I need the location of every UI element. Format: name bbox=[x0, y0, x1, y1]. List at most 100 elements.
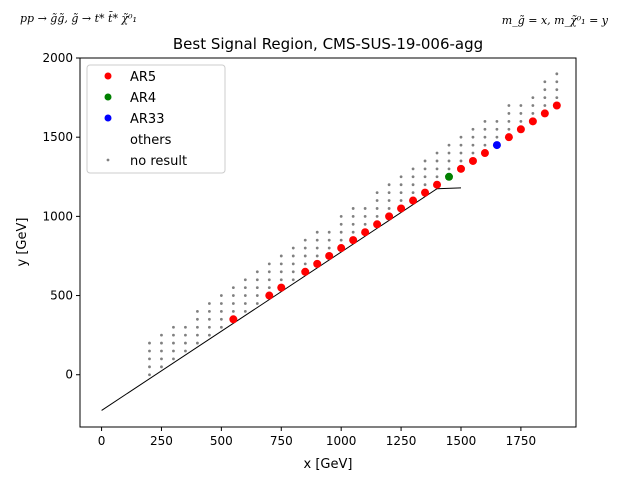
legend-marker-ar4 bbox=[104, 93, 112, 101]
no-result-point bbox=[327, 238, 331, 242]
no-result-point bbox=[327, 230, 331, 234]
point-ar5 bbox=[385, 212, 394, 221]
no-result-point bbox=[363, 222, 367, 226]
x-tick-label: 1500 bbox=[446, 434, 477, 448]
no-result-point bbox=[148, 357, 151, 361]
point-ar5 bbox=[301, 267, 310, 276]
x-tick-label: 250 bbox=[150, 434, 173, 448]
no-result-point bbox=[447, 151, 451, 155]
point-ar5 bbox=[349, 236, 358, 245]
no-result-point bbox=[399, 175, 403, 179]
no-result-point bbox=[160, 349, 163, 353]
no-result-point bbox=[231, 309, 235, 313]
x-tick-label: 1750 bbox=[506, 434, 537, 448]
no-result-point bbox=[351, 214, 355, 218]
no-result-point bbox=[184, 349, 187, 353]
no-result-point bbox=[231, 294, 235, 297]
plot-content bbox=[101, 72, 561, 411]
no-result-point bbox=[555, 96, 559, 99]
x-axis-ticks: 0 250 500 750 1000 1250 1500 1750 bbox=[98, 427, 536, 448]
point-ar5 bbox=[229, 315, 238, 324]
legend-marker-ar33 bbox=[104, 114, 112, 122]
no-result-point bbox=[471, 143, 475, 147]
no-result-point bbox=[172, 349, 175, 353]
no-result-point bbox=[483, 135, 487, 139]
no-result-point bbox=[303, 262, 307, 266]
no-result-point bbox=[184, 333, 187, 337]
x-axis-label: x [GeV] bbox=[304, 457, 353, 472]
no-result-point bbox=[267, 270, 271, 274]
no-result-point bbox=[243, 309, 247, 313]
no-result-point bbox=[423, 175, 427, 179]
y-axis-ticks: 0 500 1000 1500 2000 bbox=[42, 51, 80, 382]
y-tick-label: 1500 bbox=[42, 130, 73, 144]
no-result-point bbox=[483, 119, 487, 123]
no-result-point bbox=[399, 199, 403, 202]
no-result-point bbox=[255, 278, 259, 282]
point-ar5 bbox=[528, 117, 537, 126]
no-result-point bbox=[172, 333, 175, 337]
no-result-point bbox=[543, 88, 547, 92]
no-result-point bbox=[148, 349, 151, 353]
no-result-point bbox=[148, 365, 151, 369]
no-result-point bbox=[303, 246, 307, 250]
y-tick-label: 2000 bbox=[42, 51, 73, 65]
no-result-point bbox=[291, 278, 295, 282]
no-result-point bbox=[543, 104, 547, 107]
no-result-point bbox=[339, 238, 343, 242]
no-result-point bbox=[375, 207, 379, 210]
no-result-point bbox=[375, 191, 379, 195]
point-ar5 bbox=[337, 244, 346, 253]
no-result-point bbox=[375, 199, 379, 202]
no-result-point bbox=[531, 104, 535, 107]
no-result-point bbox=[267, 262, 271, 266]
point-ar5 bbox=[361, 228, 370, 237]
no-result-point bbox=[543, 80, 547, 84]
no-result-point bbox=[555, 72, 559, 76]
no-result-point bbox=[327, 246, 331, 250]
no-result-point bbox=[291, 270, 295, 274]
no-result-point bbox=[207, 302, 211, 305]
no-result-point bbox=[255, 302, 259, 305]
no-result-point bbox=[267, 278, 271, 282]
no-result-point bbox=[435, 167, 439, 171]
no-result-point bbox=[459, 143, 463, 147]
no-result-point bbox=[351, 222, 355, 226]
no-result-point bbox=[423, 159, 427, 163]
point-ar5 bbox=[468, 156, 477, 165]
y-tick-label: 0 bbox=[65, 368, 73, 382]
no-result-point bbox=[507, 112, 511, 115]
no-result-point bbox=[255, 294, 259, 297]
no-result-point bbox=[315, 238, 319, 242]
no-result-point bbox=[219, 302, 223, 305]
legend-marker-no-result bbox=[106, 158, 110, 162]
point-ar5 bbox=[325, 251, 334, 260]
no-result-point bbox=[339, 214, 343, 218]
point-ar5 bbox=[456, 164, 465, 173]
point-ar33 bbox=[492, 141, 501, 150]
no-result-point bbox=[231, 286, 235, 290]
no-result-point bbox=[172, 341, 175, 345]
no-result-point bbox=[291, 254, 295, 258]
plot-frame bbox=[79, 57, 577, 428]
y-axis-label: y [GeV] bbox=[15, 218, 30, 267]
no-result-point bbox=[411, 175, 415, 179]
no-result-point bbox=[459, 159, 463, 163]
no-result-point bbox=[303, 238, 307, 242]
no-result-point bbox=[196, 317, 199, 321]
no-result-point bbox=[447, 167, 451, 171]
x-tick-label: 1250 bbox=[386, 434, 417, 448]
no-result-point bbox=[196, 325, 199, 329]
chart-title: Best Signal Region, CMS-SUS-19-006-agg bbox=[173, 35, 483, 53]
no-result-point bbox=[160, 365, 163, 369]
no-result-point bbox=[279, 270, 283, 274]
no-result-point bbox=[351, 207, 355, 210]
no-result-point bbox=[160, 333, 163, 337]
no-result-point bbox=[160, 357, 163, 361]
point-ar5 bbox=[277, 283, 286, 292]
no-result-point bbox=[519, 104, 523, 107]
no-result-point bbox=[519, 119, 523, 123]
no-result-point bbox=[375, 214, 379, 218]
no-result-point bbox=[435, 175, 439, 179]
x-tick-label: 750 bbox=[270, 434, 293, 448]
